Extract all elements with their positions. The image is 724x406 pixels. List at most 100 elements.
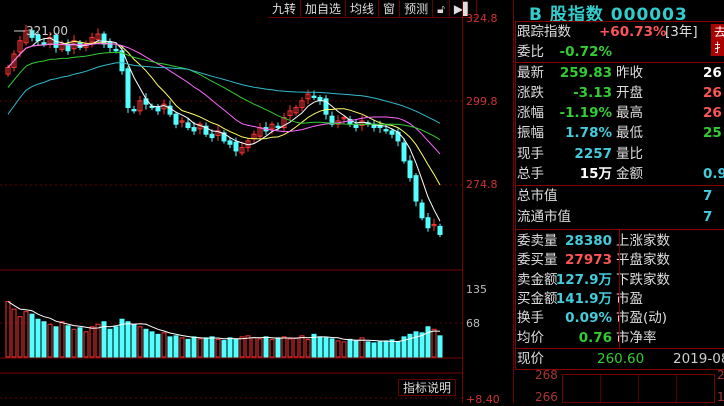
lock-icon[interactable]: 🔓︎ — [433, 0, 450, 17]
quote-label: 现手 — [517, 146, 544, 162]
skip-end-icon[interactable]: ▶▌ — [450, 0, 478, 17]
volume-bar — [407, 333, 413, 358]
indicator-help-button[interactable]: 指标说明 — [398, 379, 456, 396]
quote-label: 均价 — [517, 330, 544, 346]
candle-body — [407, 160, 413, 179]
quote-value-2: 7 — [703, 209, 713, 225]
axis-divider — [462, 0, 463, 403]
track-label: 跟踪指数 — [517, 24, 571, 40]
quote-value-2: 0.95 — [703, 166, 724, 182]
quote-label: 委比 — [517, 44, 544, 60]
toolbar-add-favorite[interactable]: 加自选 — [301, 0, 347, 17]
volume-bar — [239, 336, 245, 358]
volume-bar — [233, 338, 239, 358]
toolbar-nine-turn[interactable]: 九转 — [268, 0, 302, 17]
volume-bar — [5, 301, 11, 358]
candle-body — [119, 50, 125, 72]
ma30-line — [7, 51, 441, 141]
quote-label-2: 昨收 — [616, 65, 643, 81]
quote-row: 涨跌 -3.13 开盘 26 — [517, 83, 724, 103]
kline-chart[interactable]: 321.00 — [0, 0, 462, 403]
quote-value: -0.72% — [559, 44, 612, 60]
volume-bar — [311, 333, 317, 358]
candle-body — [281, 117, 287, 129]
candle-body — [329, 115, 335, 125]
quote-label: 换手 — [517, 310, 544, 326]
quote-label: 流通市值 — [517, 209, 571, 225]
track-button[interactable]: 去扌 — [711, 24, 724, 56]
volume-bar — [431, 328, 437, 358]
volume-bar — [65, 325, 71, 358]
volume-bar — [47, 323, 53, 358]
volume-bar — [329, 338, 335, 358]
candle-body — [389, 130, 395, 135]
toolbar-moving-average[interactable]: 均线 — [346, 0, 380, 17]
quote-row: 流通市值 7 — [517, 207, 724, 227]
price-tick: 274.8 — [466, 178, 498, 191]
candle-body — [209, 133, 215, 139]
volume-bar — [83, 331, 89, 358]
volume-bar — [293, 337, 299, 358]
volume-bar — [269, 338, 275, 358]
volume-bar — [305, 338, 311, 358]
toolbar-forecast[interactable]: 预测 — [400, 0, 434, 17]
volume-bar — [191, 336, 197, 358]
candle-body — [113, 48, 119, 52]
candle-body — [143, 98, 149, 105]
volume-ma-line — [7, 301, 441, 342]
candle-body — [305, 93, 311, 100]
volume-bar — [263, 336, 269, 358]
candle-body — [227, 140, 233, 145]
indicator-tick: +8.40 — [466, 393, 500, 406]
volume-bar — [419, 332, 425, 358]
candle-body — [293, 107, 299, 114]
candle-body — [137, 100, 143, 112]
volume-bar — [53, 326, 59, 358]
volume-bar — [11, 308, 17, 358]
quote-label: 卖金额 — [517, 272, 558, 288]
volume-bar — [425, 326, 431, 358]
mini-tick: 2 — [717, 368, 724, 382]
volume-bar — [29, 313, 35, 358]
volume-bar — [221, 339, 227, 358]
quote-label: 总手 — [517, 166, 544, 182]
quote-label: 振幅 — [517, 125, 544, 141]
ma10-line — [7, 40, 441, 186]
mini-chart — [562, 374, 715, 403]
quote-label-2: 平盘家数 — [616, 252, 670, 268]
mini-tick: 266 — [535, 390, 558, 404]
candle-body — [437, 225, 443, 235]
volume-bar — [251, 337, 257, 358]
volume-bar — [155, 333, 161, 358]
volume-bar — [347, 338, 353, 358]
quote-value-2: 7 — [703, 188, 713, 204]
track-value: +60.73% — [599, 24, 667, 40]
candle-body — [275, 125, 281, 129]
volume-bar — [143, 328, 149, 358]
toolbar-window[interactable]: 窗 — [379, 0, 401, 17]
candle-body — [419, 202, 425, 219]
volume-bar — [395, 341, 401, 358]
quote-label: 涨跌 — [517, 85, 544, 101]
candle-body — [323, 98, 329, 115]
quote-value: 259.83 — [559, 65, 612, 81]
quote-row: 振幅 1.78% 最低 25 — [517, 123, 724, 143]
candle-body — [131, 109, 137, 112]
candle-body — [317, 96, 323, 102]
track-row: 跟踪指数 +60.73% [3年] — [517, 22, 724, 42]
quote-label-2: 最高 — [616, 105, 643, 121]
volume-bar — [137, 326, 143, 358]
quote-label-2: 上涨家数 — [616, 233, 670, 249]
volume-bar — [185, 338, 191, 358]
quote-row: 委买量 27973 平盘家数 — [517, 250, 724, 270]
candle-body — [341, 117, 347, 120]
volume-bar — [119, 318, 125, 358]
volume-bar — [107, 328, 113, 358]
quote-label: 买金额 — [517, 291, 558, 307]
candle-body — [191, 127, 197, 132]
volume-bar — [113, 326, 119, 358]
quote-value-2: 25 — [703, 125, 722, 141]
candle-body — [269, 123, 275, 130]
candle-body — [203, 125, 209, 135]
candle-body — [299, 100, 305, 109]
